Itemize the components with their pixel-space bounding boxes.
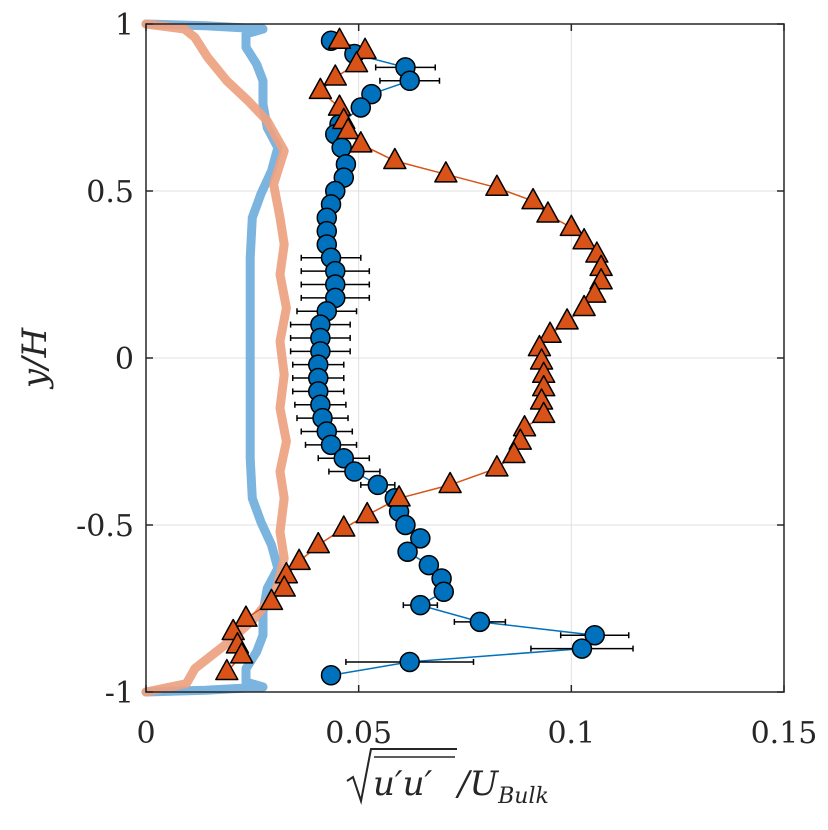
circle-marker-44 [584,624,605,646]
triangle-marker-1 [353,37,377,60]
circle-marker-33 [367,474,389,496]
triangle-marker-35 [355,501,379,524]
circle-marker-32 [344,461,365,482]
x-tick-label-1: 0.05 [325,716,392,751]
triangle-marker-22 [538,321,562,343]
tick-labels: 0 0.05 0.1 0.15 -1 -0.5 0 0.5 1 [76,8,817,751]
triangle-marker-19 [582,281,607,303]
circle-marker-38 [397,541,418,562]
y-tick-label-1: -0.5 [76,509,134,544]
circle-marker-37 [410,528,431,549]
x-axis-title-subscript: Bulk [497,784,549,809]
circle-marker-30 [320,434,342,456]
circle-marker-5 [350,97,372,118]
data-markers [215,27,613,686]
circle-marker-31 [333,447,355,469]
y-tick-label-2: 0 [115,342,134,377]
circle-marker-42 [410,594,431,616]
triangle-marker-13 [536,201,560,223]
circle-marker-43 [469,611,491,633]
triangle-marker-40 [272,575,296,597]
x-tick-label-2: 0.1 [547,716,595,751]
triangle-marker-10 [434,161,458,183]
triangle-marker-12 [521,187,545,210]
circle-marker-45 [571,638,593,659]
triangle-marker-9 [383,147,407,170]
blue-line-series [141,19,283,697]
triangle-marker-37 [306,531,331,554]
triangle-marker-4 [308,77,333,100]
triangle-marker-32 [485,455,509,477]
triangle-marker-15 [572,227,596,250]
circle-marker-47 [320,665,342,686]
circle-marker-36 [395,514,416,536]
triangle-marker-11 [485,174,509,197]
svg-text:/UBulk: /UBulk [455,764,549,809]
circle-marker-41 [433,581,454,603]
triangle-marker-34 [387,485,411,507]
triangle-marker-42 [234,605,258,627]
circle-marker-4 [361,83,382,105]
x-axis-title-sqrt-arg: u′u′ [373,764,433,804]
triangle-marker-38 [287,548,311,571]
triangle-marker-8 [349,131,373,153]
triangle-marker-3 [323,64,348,86]
triangle-marker-7 [336,117,360,140]
triangle-marker-31 [502,441,526,464]
x-tick-label-0: 0 [136,716,155,751]
y-tick-label-3: 0.5 [86,175,134,210]
x-axis-title-denominator: /U [455,764,499,804]
triangle-marker-2 [344,50,369,73]
y-tick-label-4: 1 [115,8,134,43]
circle-marker-3 [399,70,420,92]
x-axis-title: u′u′ /UBulk [346,748,549,809]
y-axis-title: y/H [15,327,55,391]
triangle-marker-28 [531,401,556,424]
sqrt-symbol [346,748,457,805]
triangle-marker-46 [215,658,239,681]
triangle-marker-33 [438,471,462,494]
y-tick-label-0: -1 [105,676,134,711]
circle-marker-39 [418,554,440,576]
triangle-marker-14 [559,214,584,237]
tick-marks [145,23,785,693]
triangle-marker-45 [229,642,254,664]
triangle-marker-36 [332,515,356,537]
circle-marker-46 [399,651,420,673]
circle-marker-8 [331,137,352,158]
x-tick-label-3: 0.15 [751,716,818,751]
triangle-marker-41 [259,588,284,611]
triangle-marker-21 [555,308,579,330]
triangle-marker-0 [327,27,352,50]
triangle-marker-20 [572,294,596,317]
